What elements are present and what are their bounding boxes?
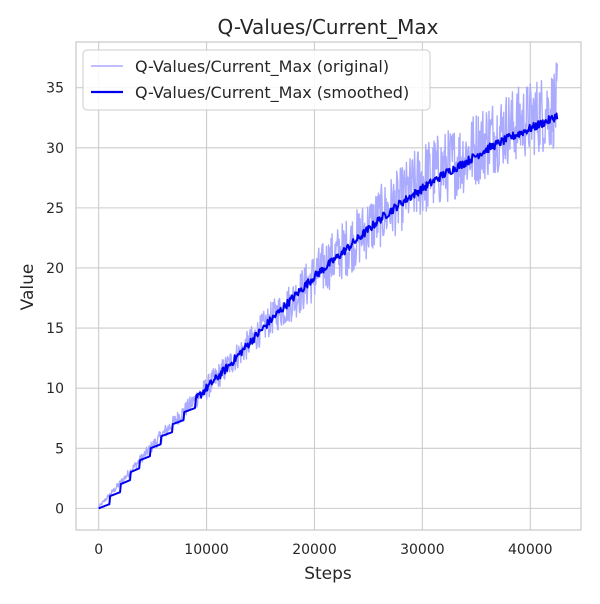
original-series-line bbox=[98, 62, 558, 508]
x-tick-label: 0 bbox=[94, 542, 103, 558]
y-tick-label: 30 bbox=[46, 141, 64, 157]
chart-title: Q-Values/Current_Max bbox=[218, 15, 439, 39]
smoothed-series-line bbox=[98, 112, 559, 510]
y-tick-label: 10 bbox=[46, 381, 64, 397]
x-axis-label: Steps bbox=[304, 564, 352, 584]
y-tick-label: 35 bbox=[46, 81, 64, 97]
legend-label: Q-Values/Current_Max (smoothed) bbox=[135, 83, 409, 103]
legend-label: Q-Values/Current_Max (original) bbox=[135, 57, 389, 77]
x-tick-label: 20000 bbox=[292, 542, 337, 558]
y-tick-label: 5 bbox=[55, 441, 64, 457]
plot-frame bbox=[75, 41, 582, 531]
legend-box bbox=[82, 49, 431, 111]
x-tick-label: 10000 bbox=[184, 542, 229, 558]
x-tick-label: 40000 bbox=[508, 542, 553, 558]
x-tick-label: 30000 bbox=[400, 542, 445, 558]
y-axis-label: Value bbox=[18, 264, 38, 311]
legend: Q-Values/Current_Max (original) Q-Values/… bbox=[82, 49, 431, 111]
y-tick-label: 0 bbox=[55, 501, 64, 517]
y-tick-label: 25 bbox=[46, 201, 64, 217]
y-tick-label: 20 bbox=[46, 261, 64, 277]
y-tick-label: 15 bbox=[46, 321, 64, 337]
series-layer bbox=[98, 62, 559, 510]
